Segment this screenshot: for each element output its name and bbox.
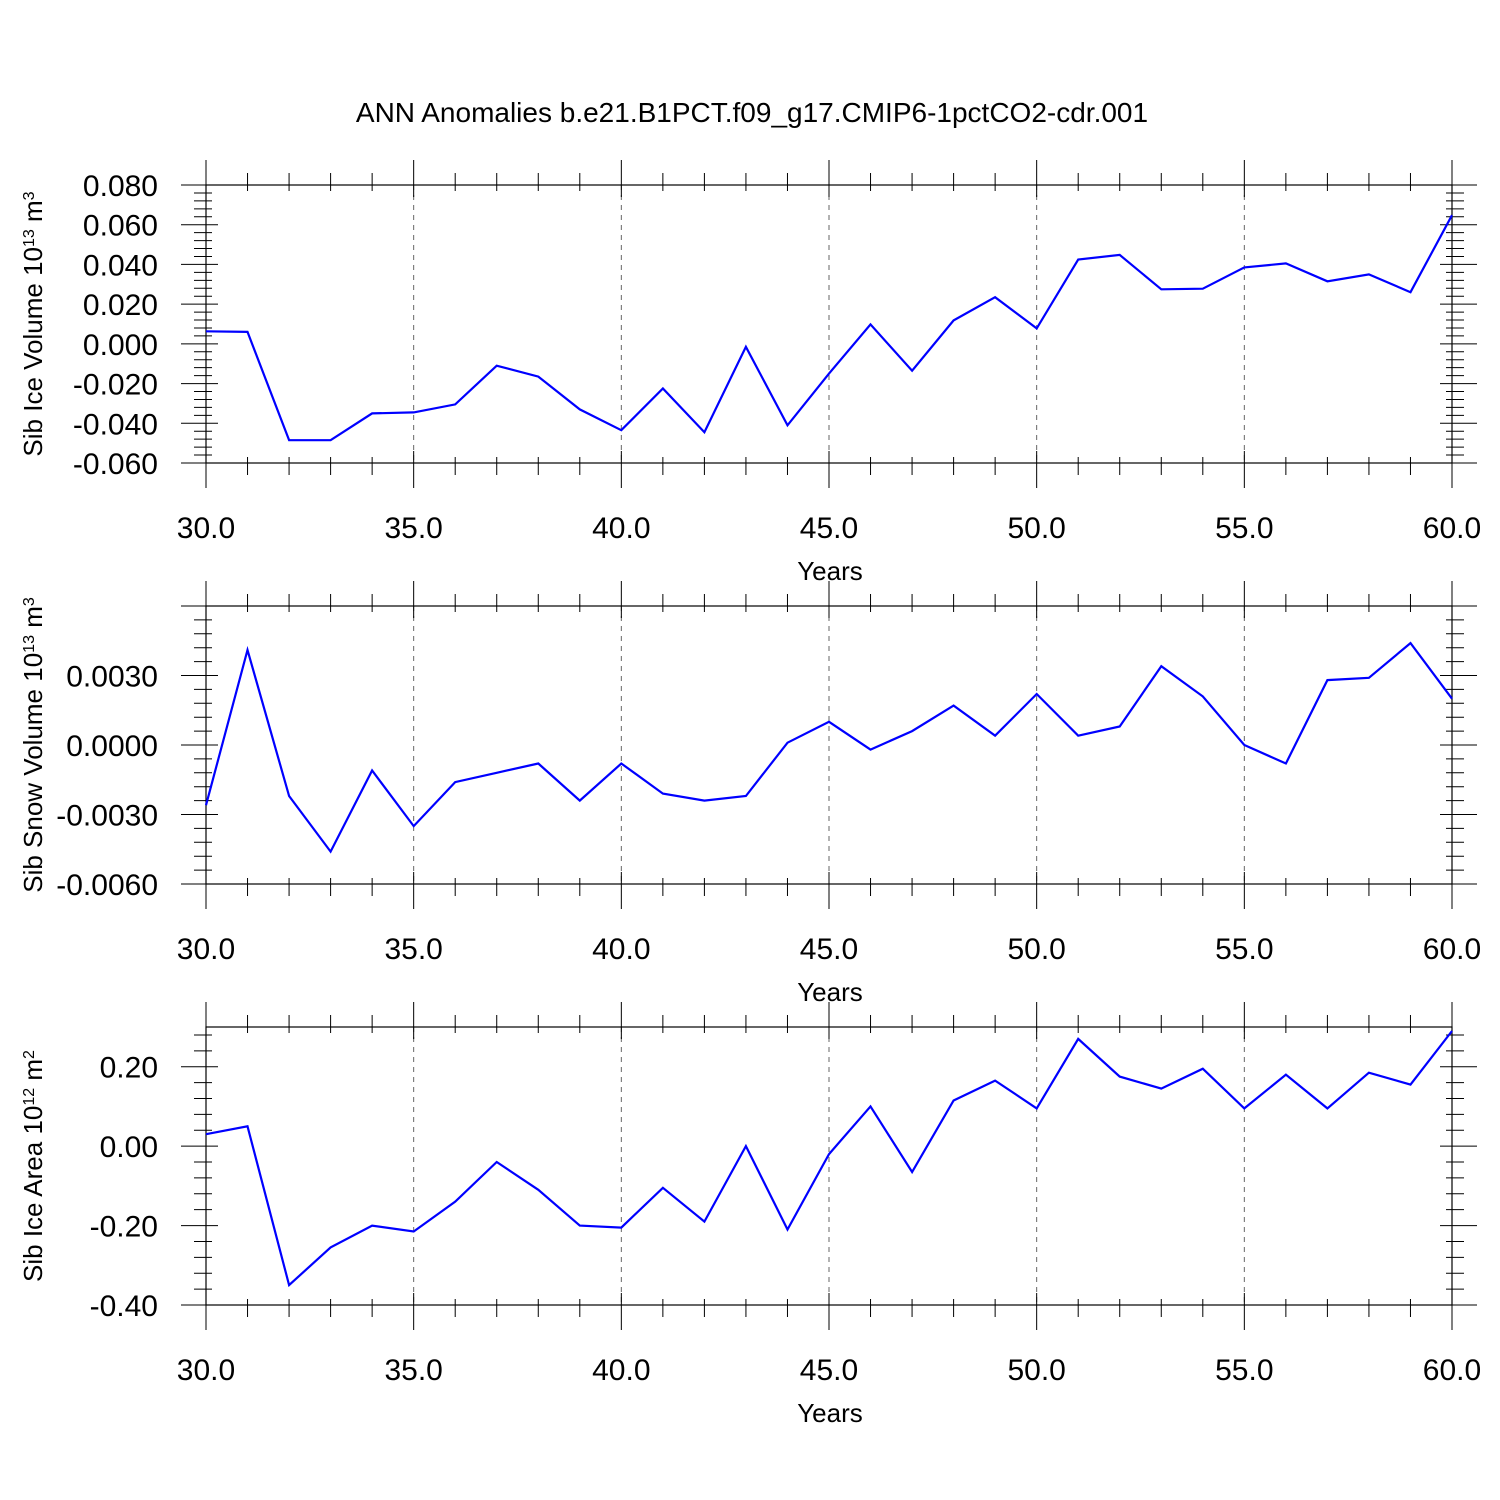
panel-1: 30.0 35.0 40.0 45.0 50.0 55.0 60.0 -0.060 -0.040… [18, 160, 1481, 586]
x-tick-label: 55.0 [1215, 1354, 1273, 1387]
y-axis-label-superscript: 13 [21, 229, 38, 247]
y-tick-label: 0.020 [83, 289, 158, 322]
y-axis-label-part: Sib Ice Area 10 [18, 1106, 48, 1282]
y-tick-label: 0.0030 [66, 661, 158, 694]
y-axis-label-superscript: 12 [21, 1088, 38, 1106]
x-tick-label: 45.0 [800, 512, 858, 545]
x-tick-label: 30.0 [177, 512, 235, 545]
x-tick-label: 35.0 [384, 1354, 442, 1387]
x-tick-label: 50.0 [1007, 933, 1065, 966]
plot-frame [205, 605, 1453, 885]
y-tick-label: -0.040 [73, 408, 158, 441]
x-tick-label: 30.0 [177, 933, 235, 966]
y-axis-label: Sib Ice Area 1012 m2 [18, 1050, 48, 1282]
panel-2: 30.0 35.0 40.0 45.0 50.0 55.0 60.0 -0.0060 -0.00… [18, 581, 1481, 1007]
series-line [205, 1030, 1453, 1288]
y-tick-label: 0.040 [83, 249, 158, 282]
x-tick-label: 55.0 [1215, 512, 1273, 545]
y-axis-label-superscript: 2 [21, 1050, 38, 1059]
x-axis-label: Years [797, 556, 863, 586]
x-tick-label: 45.0 [800, 933, 858, 966]
y-axis-label-part: Sib Ice Volume 10 [18, 247, 48, 457]
x-tick-label: 60.0 [1423, 1354, 1481, 1387]
x-tick-label: 55.0 [1215, 933, 1273, 966]
x-tick-label: 60.0 [1423, 512, 1481, 545]
y-tick-label: 0.0000 [66, 730, 158, 763]
y-tick-label: -0.0030 [56, 800, 158, 833]
y-tick-label: -0.20 [90, 1211, 158, 1244]
y-axis-label-superscript: 3 [21, 597, 38, 606]
x-tick-label: 40.0 [592, 512, 650, 545]
x-tick-label: 50.0 [1007, 512, 1065, 545]
y-axis-label-superscript: 3 [21, 191, 38, 200]
y-tick-label: -0.0060 [56, 869, 158, 902]
plot-frame [205, 184, 1453, 464]
panel-3: 30.0 35.0 40.0 45.0 50.0 55.0 60.0 -0.40 -0.20 0.… [18, 1002, 1481, 1428]
y-tick-label: 0.00 [100, 1131, 158, 1164]
panels: 30.0 35.0 40.0 45.0 50.0 55.0 60.0 -0.060 -0.040… [18, 160, 1481, 1428]
y-axis-label: Sib Snow Volume 1013 m3 [18, 597, 48, 893]
y-axis-label-part: m [18, 606, 48, 635]
figure-title: ANN Anomalies b.e21.B1PCT.f09_g17.CMIP6-… [356, 97, 1148, 128]
x-tick-label: 60.0 [1423, 933, 1481, 966]
x-tick-label: 35.0 [384, 512, 442, 545]
x-tick-label: 40.0 [592, 933, 650, 966]
y-tick-label: 0.000 [83, 329, 158, 362]
y-axis-label: Sib Ice Volume 1013 m3 [18, 191, 48, 456]
x-tick-label: 45.0 [800, 1354, 858, 1387]
y-axis-label-part: m [18, 1059, 48, 1088]
x-tick-label: 35.0 [384, 933, 442, 966]
plot-frame [205, 1026, 1453, 1306]
x-tick-label: 50.0 [1007, 1354, 1065, 1387]
y-tick-label: 0.060 [83, 210, 158, 243]
y-axis-label-part: m [18, 200, 48, 229]
y-tick-label: -0.020 [73, 369, 158, 402]
series-line [204, 641, 1453, 854]
y-tick-label: -0.060 [73, 448, 158, 481]
y-tick-label: 0.20 [100, 1052, 158, 1085]
x-tick-label: 30.0 [177, 1354, 235, 1387]
y-tick-label: 0.080 [83, 170, 158, 203]
series-line [205, 214, 1453, 442]
y-axis-label-superscript: 13 [21, 635, 38, 653]
x-axis-label: Years [797, 1398, 863, 1428]
x-tick-label: 40.0 [592, 1354, 650, 1387]
y-axis-label-part: Sib Snow Volume 10 [18, 653, 48, 893]
x-axis-label: Years [797, 977, 863, 1007]
y-tick-label: -0.40 [90, 1290, 158, 1323]
